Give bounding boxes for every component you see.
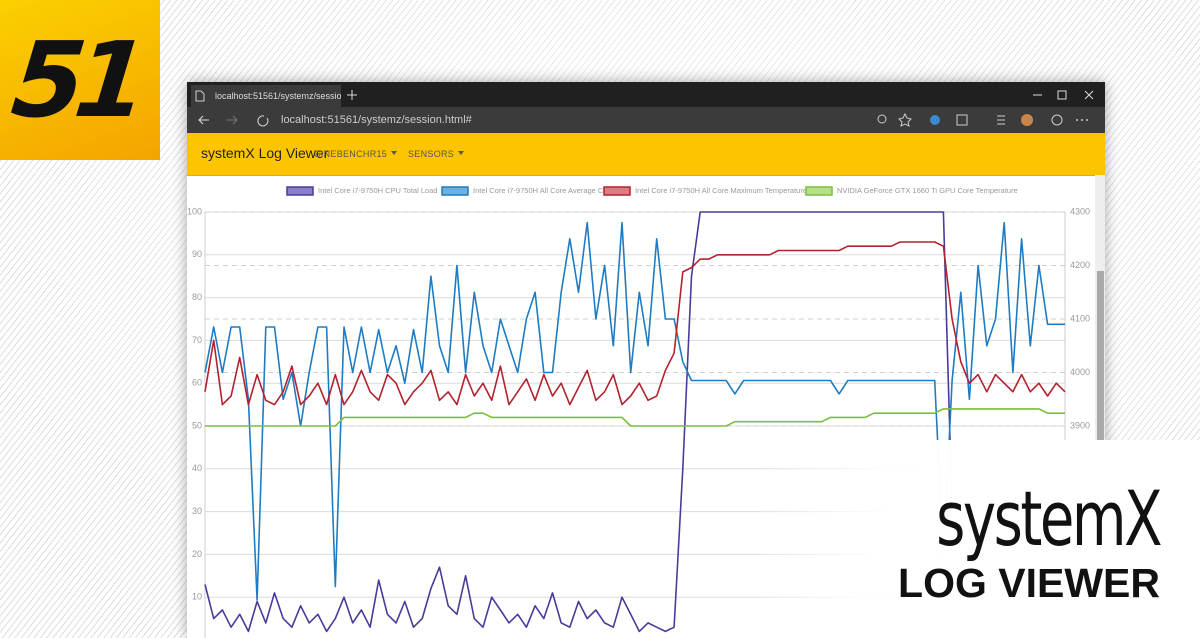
toolbar-icons[interactable] [877,112,1097,128]
logo-text: 51 [6,19,144,141]
legend-swatch [805,186,833,196]
scrollbar [1095,175,1105,638]
overlay-title: systemX [936,474,1162,563]
y-tick-label: 80 [192,292,202,302]
tab-bar: localhost:51561/systemz/session [187,82,1105,107]
legend-label: NVIDIA GeForce GTX 1660 Ti GPU Core Temp… [837,186,1018,195]
address-bar: localhost:51561/systemz/session.html# [187,107,1105,133]
y-tick-label: 70 [192,335,202,345]
browser-tab[interactable]: localhost:51561/systemz/session [191,85,341,107]
url-field[interactable]: localhost:51561/systemz/session.html# [281,114,472,126]
series-line [205,408,1065,427]
window-controls[interactable] [1027,89,1102,101]
y2-tick-label: 3900 [1070,420,1090,430]
legend-label: Intel Core i7-9750H CPU Total Load [318,186,438,195]
overlay-fade [760,440,1200,638]
y2-tick-label: 4000 [1070,367,1090,377]
app-navbar: systemX Log Viewer CINEBENCHR15 SENSORS [187,133,1105,176]
y-tick-label: 60 [192,378,202,388]
y-tick-label: 90 [192,249,202,259]
y2-tick-label: 4300 [1070,206,1090,216]
chart: 10 20 30 40 50 60 70 80 90 100 3900 4000 4100 4200 430… [187,186,1090,638]
y2-tick-label: 4100 [1070,313,1090,323]
y-tick-label: 40 [192,463,202,473]
y-tick-label: 20 [192,549,202,559]
legend-swatch [603,186,631,196]
tab-icon [195,90,205,102]
y-tick-label: 50 [192,420,202,430]
logo-badge: 51 [0,0,160,160]
y-tick-label: 30 [192,506,202,516]
scroll-thumb[interactable] [1097,271,1104,501]
overlay-subtitle: LOG VIEWER [898,560,1160,606]
nav-buttons[interactable] [197,113,277,127]
series-line [204,211,1066,633]
legend-label: Intel Core i7-9750H All Core Average Clo… [473,186,617,195]
legend-swatch [441,186,469,196]
y-tick-label: 10 [192,592,202,602]
legend-swatch [286,186,314,196]
legend-label: Intel Core i7-9750H All Core Maximum Tem… [635,186,807,195]
menu-cinebench[interactable]: CINEBENCHR15 [314,149,397,159]
new-tab-button[interactable] [347,90,357,100]
series-line [204,241,1066,406]
y2-tick-label: 4200 [1070,260,1090,270]
menu-sensors[interactable]: SENSORS [408,149,464,159]
series-line [204,221,1065,601]
y-tick-label: 100 [187,206,202,216]
app-title[interactable]: systemX Log Viewer [201,145,329,161]
